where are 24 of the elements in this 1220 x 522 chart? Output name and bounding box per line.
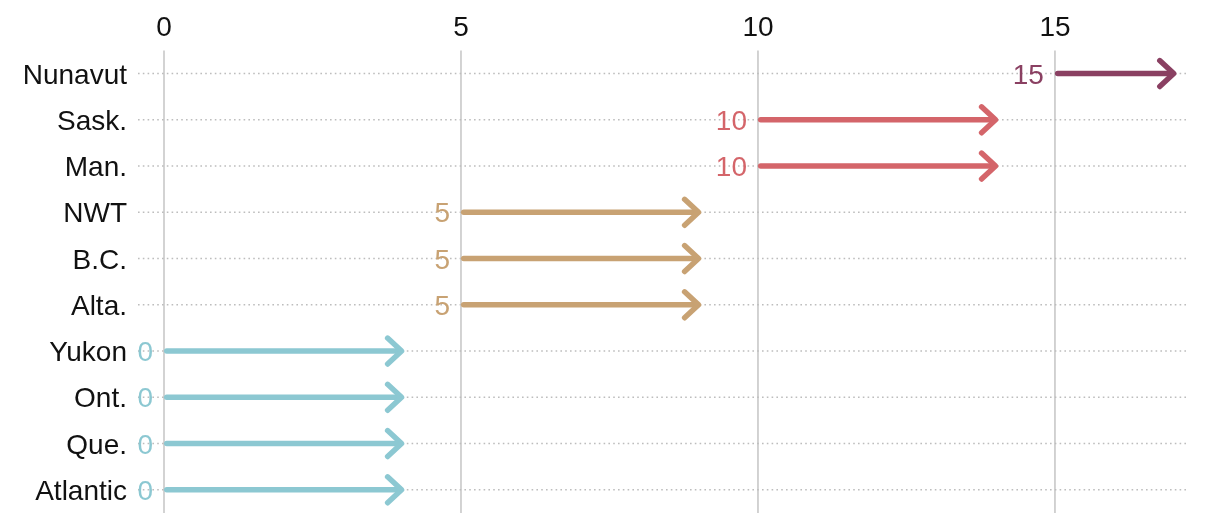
y-tick-label: NWT — [63, 197, 127, 229]
annotation: 5 — [434, 289, 450, 321]
annotation: 10 — [715, 104, 747, 136]
y-tick-label: Alta. — [70, 289, 127, 321]
y-tick-label: Man. — [64, 151, 127, 183]
y-tick-label: Nunavut — [22, 58, 128, 90]
annotation: 10 — [715, 151, 747, 183]
y-tick-label: Ont. — [74, 382, 127, 414]
annotation: 5 — [434, 197, 450, 229]
x-tick-label: 0 — [156, 11, 172, 43]
y-tick-label: Atlantic — [35, 474, 127, 506]
annotation: 0 — [137, 428, 153, 460]
x-tick-label: 10 — [742, 11, 774, 43]
y-tick-label: B.C. — [72, 243, 127, 275]
annotation: 0 — [137, 474, 153, 506]
y-tick-label: Que. — [66, 428, 127, 460]
annotation: 15 — [1012, 58, 1044, 90]
x-tick-label: 5 — [453, 11, 469, 43]
annotation: 5 — [434, 243, 450, 275]
y-tick-label: Sask. — [56, 104, 127, 136]
annotation: 0 — [137, 336, 153, 368]
annotation: 0 — [137, 382, 153, 414]
x-tick-label: 15 — [1039, 11, 1071, 43]
y-tick-label: Yukon — [49, 336, 127, 368]
